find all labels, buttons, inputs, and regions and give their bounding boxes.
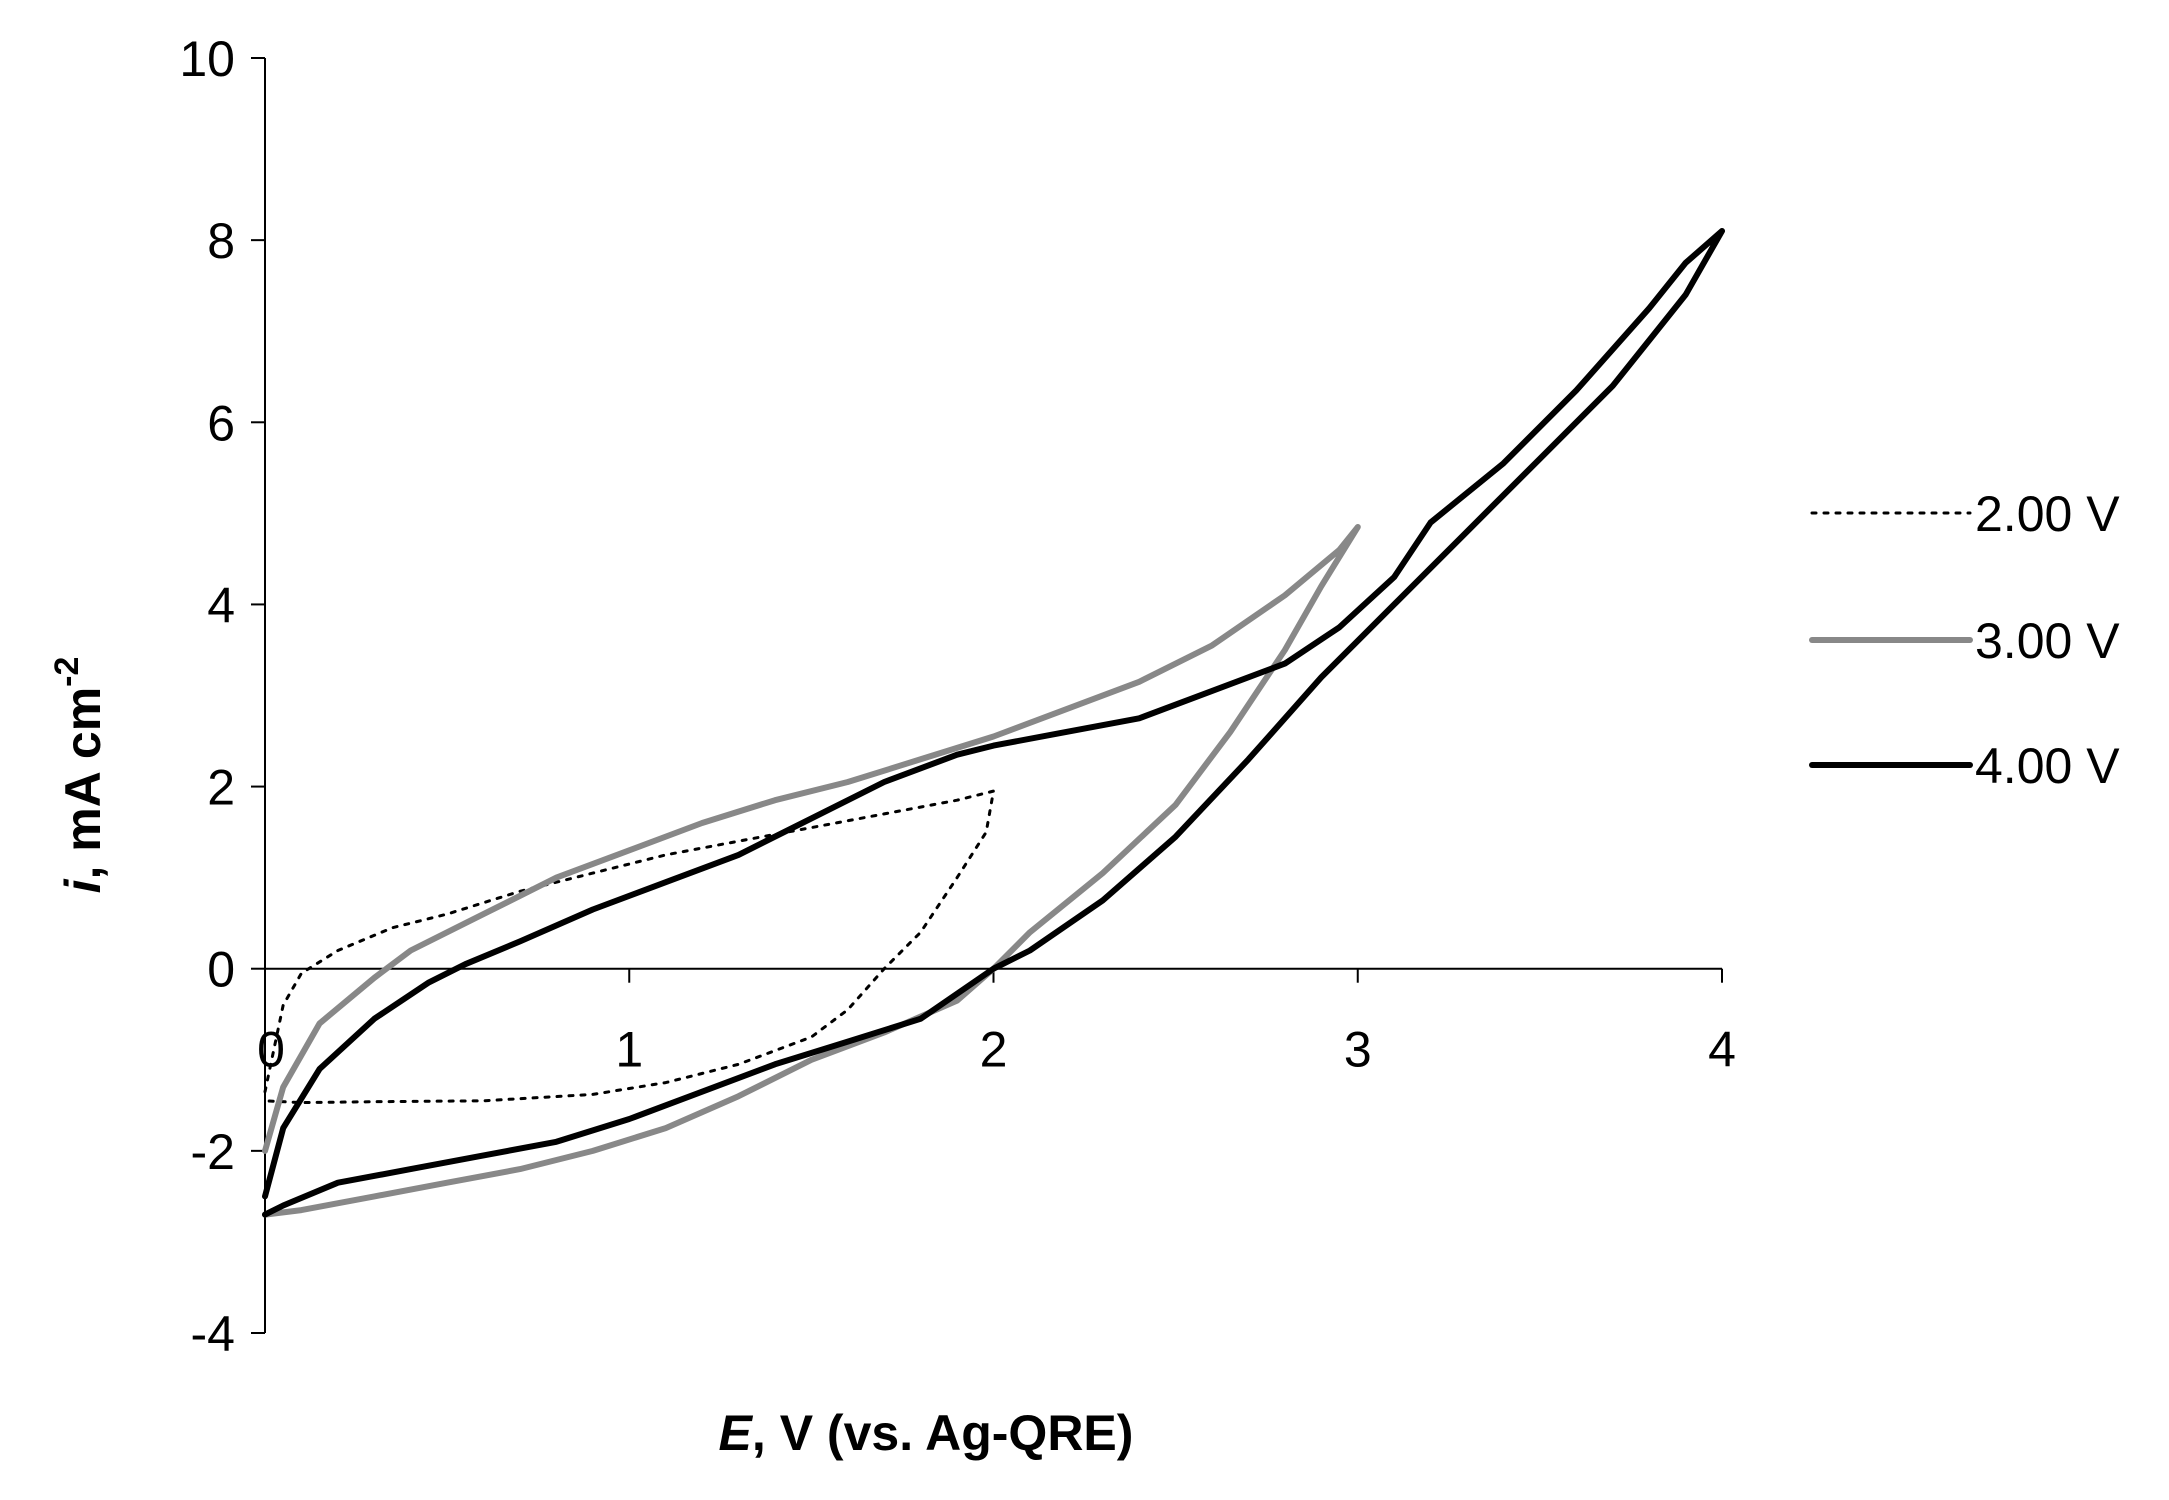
x-tick-label: 3 xyxy=(1344,1022,1372,1078)
y-tick-label: -2 xyxy=(191,1124,235,1180)
series-line-4-00-V xyxy=(262,228,1725,1218)
x-axis-ticks: 0 1 2 3 4 xyxy=(257,968,1736,1078)
x-axis-title: E, V (vs. Ag-QRE) xyxy=(719,1405,1134,1461)
x-tick-label: 2 xyxy=(980,1022,1008,1078)
x-axis-title-symbol: E xyxy=(719,1405,754,1461)
x-tick-label: 1 xyxy=(615,1022,643,1078)
y-tick-label: 0 xyxy=(207,942,235,998)
y-axis-title-superscript: -2 xyxy=(48,657,86,687)
y-axis-title: i, mA cm-2 xyxy=(48,657,111,894)
y-tick-label: 6 xyxy=(207,395,235,451)
y-tick-label: 10 xyxy=(179,31,235,87)
x-axis-title-text: , V (vs. Ag-QRE) xyxy=(752,1405,1134,1461)
y-axis-title-symbol: i xyxy=(55,878,111,893)
series-layer xyxy=(262,228,1725,1218)
x-tick-label: 0 xyxy=(257,1022,285,1078)
y-tick-label: -4 xyxy=(191,1306,235,1362)
legend: 2.00 V 3.00 V 4.00 V xyxy=(1809,486,2120,794)
y-tick-label: 4 xyxy=(207,577,235,633)
y-axis-title-text: , mA cm xyxy=(55,687,111,880)
axes xyxy=(264,58,1722,1333)
y-tick-label: 8 xyxy=(207,213,235,269)
series-line-3-00-V xyxy=(262,524,1361,1218)
y-tick-label: 2 xyxy=(207,760,235,816)
x-tick-label: 4 xyxy=(1708,1022,1736,1078)
y-axis-ticks: -4 -2 0 2 4 6 8 10 xyxy=(179,31,265,1362)
legend-label: 2.00 V xyxy=(1975,486,2120,542)
legend-label: 4.00 V xyxy=(1975,738,2120,794)
legend-label: 3.00 V xyxy=(1975,613,2120,669)
series-line-2-00-V xyxy=(263,789,995,1105)
